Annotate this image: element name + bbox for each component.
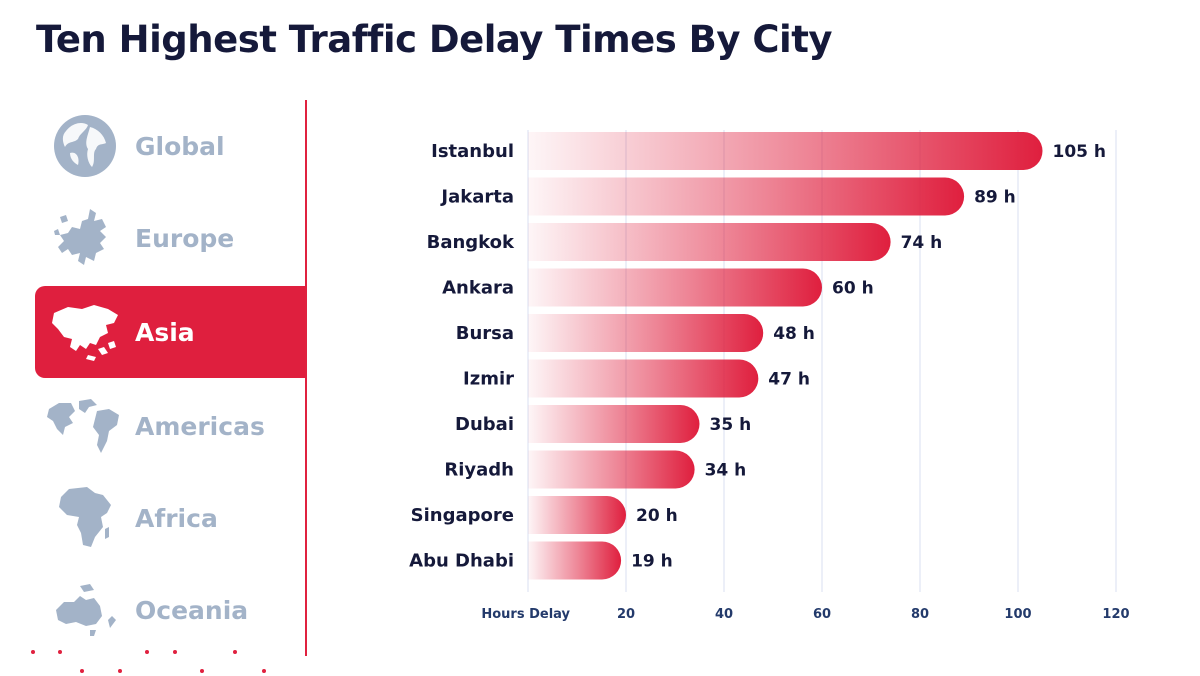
region-sidebar: Global Europe Asia [0, 100, 307, 660]
region-tab-oceania[interactable]: Oceania [35, 564, 306, 656]
oceania-map-icon [45, 570, 125, 650]
value-label: 60 h [832, 279, 874, 299]
region-label: Oceania [135, 595, 249, 625]
region-label: Americas [135, 411, 265, 441]
value-label: 89 h [974, 188, 1016, 208]
region-tab-africa[interactable]: Africa [35, 472, 306, 564]
value-label: 74 h [901, 233, 943, 253]
region-tab-europe[interactable]: Europe [35, 192, 306, 284]
region-label: Asia [135, 317, 195, 347]
category-label: Izmir [463, 369, 514, 390]
category-label: Singapore [411, 505, 514, 526]
category-label: Riyadh [444, 460, 514, 481]
decor-dot [118, 669, 122, 673]
x-axis: Hours Delay 20 40 60 80 100 120 [481, 607, 1129, 622]
decor-dot [58, 650, 62, 654]
page-title: Ten Highest Traffic Delay Times By City [36, 18, 833, 61]
decor-dot [31, 650, 35, 654]
category-label: Bursa [456, 323, 514, 344]
bar-izmir [528, 359, 759, 398]
africa-map-icon [45, 478, 125, 558]
sidebar-divider [305, 100, 307, 656]
region-label: Africa [135, 503, 218, 533]
bar-bursa [528, 314, 764, 352]
x-tick-label: 40 [715, 607, 733, 622]
traffic-delay-chart: Istanbul 105 h Jakarta 89 h Bangkok 74 h Ankar… [320, 100, 1180, 640]
value-label: 47 h [768, 370, 810, 390]
decor-dot [80, 669, 84, 673]
bar-riyadh [528, 450, 695, 489]
decor-dot [173, 650, 177, 654]
bar-abu-dhabi [528, 541, 622, 580]
region-tab-americas[interactable]: Americas [35, 380, 306, 472]
bar-jakarta [528, 177, 965, 216]
decor-dot [145, 650, 149, 654]
category-label: Abu Dhabi [409, 551, 514, 572]
x-tick-label: 100 [1004, 607, 1031, 622]
decor-dot [262, 669, 266, 673]
x-axis-title: Hours Delay [481, 607, 570, 622]
decor-dot [200, 669, 204, 673]
americas-map-icon [45, 386, 125, 466]
bar-bangkok [528, 223, 891, 261]
region-label: Global [135, 131, 225, 161]
value-label: 35 h [710, 415, 752, 435]
x-tick-label: 80 [911, 607, 929, 622]
region-tab-asia[interactable]: Asia [35, 286, 306, 378]
category-label: Jakarta [439, 187, 514, 208]
europe-map-icon [45, 198, 125, 278]
globe-icon [45, 106, 125, 186]
labels: Istanbul 105 h Jakarta 89 h Bangkok 74 h Ankar… [409, 141, 1106, 572]
region-label: Europe [135, 223, 235, 253]
decor-dot [233, 650, 237, 654]
x-tick-label: 60 [813, 607, 831, 622]
value-label: 48 h [773, 324, 815, 344]
bar-chart-svg: Istanbul 105 h Jakarta 89 h Bangkok 74 h Ankar… [409, 130, 1130, 622]
dotted-decoration [0, 640, 300, 676]
x-tick-label: 20 [617, 607, 635, 622]
bar-ankara [528, 268, 822, 307]
value-label: 20 h [636, 506, 678, 526]
category-label: Ankara [442, 278, 514, 299]
region-tab-global[interactable]: Global [35, 100, 306, 192]
value-label: 105 h [1053, 142, 1107, 162]
category-label: Istanbul [431, 141, 514, 162]
bar-singapore [528, 496, 626, 534]
category-label: Dubai [455, 414, 514, 435]
value-label: 34 h [705, 461, 747, 481]
value-label: 19 h [631, 552, 673, 572]
x-tick-label: 120 [1102, 607, 1129, 622]
bars [528, 132, 1043, 580]
asia-map-icon [45, 292, 125, 372]
bar-istanbul [528, 132, 1043, 170]
category-label: Bangkok [427, 232, 515, 253]
bar-dubai [528, 405, 700, 443]
